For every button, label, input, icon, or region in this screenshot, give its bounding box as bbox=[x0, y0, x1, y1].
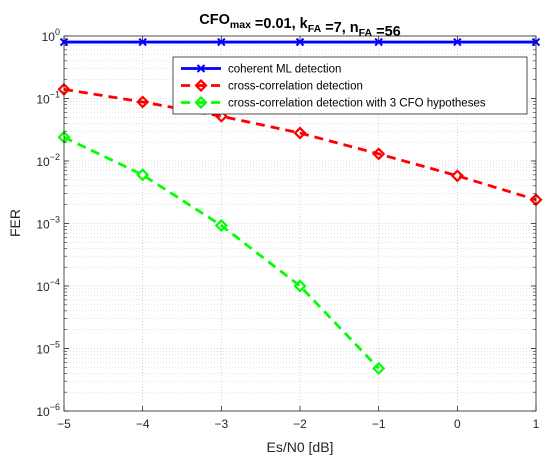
x-tick-label: −1 bbox=[372, 417, 386, 431]
legend-box bbox=[172, 56, 528, 115]
series-line-3 bbox=[63, 135, 380, 370]
data-point-marker bbox=[295, 37, 305, 47]
legend-marker bbox=[194, 95, 208, 110]
x-tick-label: 1 bbox=[533, 417, 540, 431]
data-point-marker bbox=[372, 361, 386, 375]
legend-label-2: cross-correlation detection bbox=[228, 81, 363, 93]
legend-marker bbox=[194, 78, 208, 93]
data-point-marker bbox=[217, 37, 226, 47]
series-line-2 bbox=[63, 87, 537, 202]
x-marker-stroke bbox=[138, 37, 147, 47]
data-point-marker bbox=[453, 37, 462, 47]
series-layer bbox=[57, 37, 543, 375]
y-axis-label: FER bbox=[7, 209, 23, 237]
x-marker-stroke bbox=[374, 37, 383, 47]
data-point-marker bbox=[214, 218, 228, 233]
x-axis-label: Es/N0 [dB] bbox=[267, 439, 334, 455]
data-point-marker bbox=[138, 37, 147, 47]
data-point-marker bbox=[450, 169, 464, 183]
data-point-marker bbox=[214, 109, 228, 123]
x-tick-label: 0 bbox=[454, 417, 461, 431]
legend-label-1: coherent ML detection bbox=[228, 64, 341, 76]
y-tick-label: 10−2 bbox=[36, 152, 60, 169]
y-tick-label: 10−1 bbox=[36, 90, 60, 107]
x-marker-stroke bbox=[196, 64, 206, 73]
axis-ticks: −5 −4 −3 −2 −1 0 1 100 10−1 10−2 10−3 10−4 10−5 10−6 bbox=[36, 27, 539, 431]
data-point-marker bbox=[136, 168, 150, 182]
y-tick-label: 100 bbox=[42, 27, 60, 44]
data-point-marker bbox=[293, 279, 307, 293]
legend-label-3: cross-correlation detection with 3 CFO h… bbox=[228, 98, 486, 110]
x-tick-label: −2 bbox=[293, 417, 307, 431]
x-marker-stroke bbox=[217, 37, 226, 47]
legend-marker bbox=[196, 64, 206, 73]
chart-title: CFOmax =0.01, kFA =7, nFA =56 bbox=[199, 12, 400, 40]
x-marker-stroke bbox=[295, 37, 305, 47]
y-tick-label: 10−4 bbox=[36, 277, 60, 294]
y-tick-label: 10−5 bbox=[36, 340, 60, 357]
x-tick-label: −5 bbox=[57, 417, 71, 431]
x-tick-label: −4 bbox=[136, 417, 150, 431]
data-point-marker bbox=[372, 147, 386, 161]
x-tick-label: −3 bbox=[214, 417, 228, 431]
y-tick-label: 10−3 bbox=[36, 215, 60, 232]
x-marker-stroke bbox=[453, 37, 462, 47]
data-point-marker bbox=[136, 95, 150, 109]
data-point-marker bbox=[293, 126, 307, 140]
y-tick-label: 10−6 bbox=[36, 402, 60, 419]
legend: coherent ML detection cross-correlation d… bbox=[172, 56, 528, 115]
data-point-marker bbox=[374, 37, 383, 47]
